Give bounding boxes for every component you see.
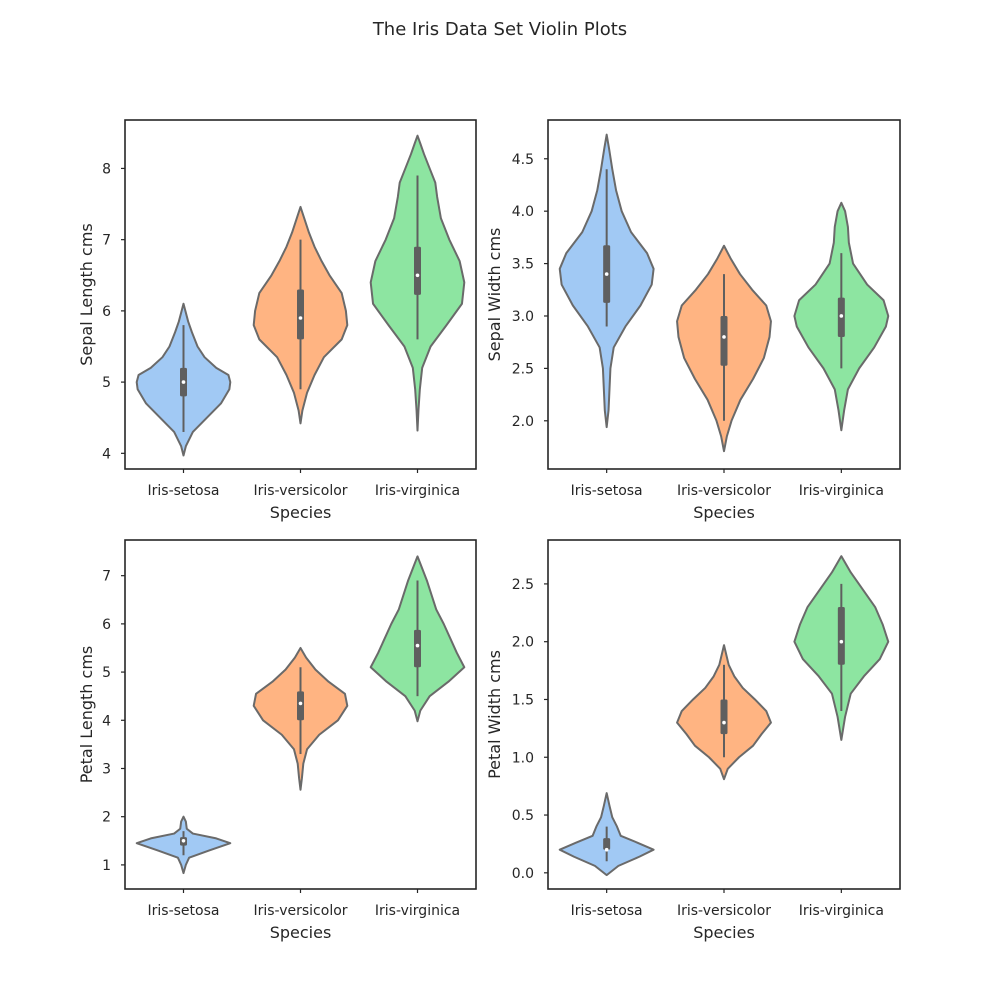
y-tick-label: 1.0 — [512, 750, 534, 766]
violin-iris-versicolor — [676, 644, 772, 781]
violin-iris-virginica — [369, 555, 466, 723]
x-tick-label: Iris-virginica — [375, 483, 460, 499]
x-tick-label: Iris-versicolor — [253, 483, 347, 499]
y-tick-label: 2.5 — [512, 361, 534, 377]
x-tick-label: Iris-setosa — [571, 903, 643, 919]
subplot-sepal-width: 2.0 2.5 3.0 3.5 4.0 4.5 Iris-setosa Iris-versi… — [485, 119, 901, 522]
violin-median-dot — [722, 335, 726, 339]
violin-median-dot — [415, 273, 420, 278]
violin-iqr-box — [837, 607, 845, 665]
y-tick-label: 0.5 — [512, 808, 534, 824]
x-tick-label: Iris-setosa — [571, 483, 643, 499]
x-axis-label: Species — [693, 503, 755, 522]
violin-iris-setosa — [135, 302, 232, 457]
violin-iris-virginica — [369, 134, 466, 432]
violin-iris-setosa — [558, 792, 655, 877]
y-tick-label: 4 — [102, 446, 111, 462]
x-tick-label: Iris-versicolor — [677, 903, 771, 919]
violin-median-dot — [298, 316, 303, 320]
violin-median-dot — [839, 314, 844, 318]
x-axis-label: Species — [270, 923, 332, 942]
y-tick-label: 8 — [102, 161, 111, 177]
x-tick-label: Iris-setosa — [148, 483, 220, 499]
violin-iris-setosa — [135, 815, 232, 875]
y-axis-label: Sepal Width cms — [485, 228, 504, 362]
figure-title: The Iris Data Set Violin Plots — [372, 19, 627, 40]
y-tick-label: 2.5 — [512, 577, 534, 593]
y-tick-label: 2.0 — [512, 414, 534, 430]
violin-iqr-box — [720, 699, 728, 735]
y-tick-label: 1.5 — [512, 692, 534, 708]
y-tick-label: 4.5 — [512, 152, 534, 168]
subplot-petal-width: 0.0 0.5 1.0 1.5 2.0 2.5 Iris-setosa Iris-versi… — [485, 539, 901, 942]
y-tick-label: 1 — [102, 858, 111, 874]
x-tick-label: Iris-virginica — [375, 903, 460, 919]
violin-median-dot — [181, 380, 186, 384]
violin-iris-versicolor — [252, 646, 349, 791]
y-tick-label: 3 — [102, 761, 111, 777]
violin-iqr-box — [414, 246, 421, 295]
violin-median-dot — [722, 720, 726, 725]
violin-median-dot — [839, 639, 844, 644]
y-tick-label: 7 — [102, 569, 111, 585]
x-tick-label: Iris-versicolor — [677, 483, 771, 499]
violin-median-dot — [181, 838, 186, 843]
y-tick-label: 2 — [102, 810, 111, 826]
violin-iqr-box — [414, 629, 421, 668]
violin-iris-versicolor — [252, 205, 349, 425]
y-tick-label: 5 — [102, 665, 111, 681]
y-tick-label: 3.0 — [512, 309, 534, 325]
violin-iris-versicolor — [676, 244, 772, 453]
violin-median-dot — [604, 272, 609, 276]
y-tick-label: 6 — [102, 617, 111, 633]
x-tick-label: Iris-virginica — [799, 903, 884, 919]
subplot-petal-length: 1 2 3 4 5 6 7 Iris-setosa Iris-versicolor Iris-v… — [77, 539, 477, 942]
x-tick-label: Iris-virginica — [799, 483, 884, 499]
violin-iqr-box — [720, 315, 728, 366]
violin-iqr-box — [603, 838, 611, 850]
y-tick-label: 3.5 — [512, 257, 534, 273]
y-tick-label: 5 — [102, 375, 111, 391]
x-tick-label: Iris-setosa — [148, 903, 220, 919]
y-axis-label: Sepal Length cms — [77, 223, 96, 365]
y-tick-label: 4.0 — [512, 204, 534, 220]
violin-iqr-box — [297, 289, 304, 340]
violin-median-dot — [415, 643, 420, 648]
subplot-sepal-length: 4 5 6 7 8 Iris-setosa Iris-versicolor Iris-vir… — [77, 119, 477, 522]
y-tick-label: 2.0 — [512, 635, 534, 651]
x-axis-label: Species — [270, 503, 332, 522]
violin-iris-virginica — [793, 555, 890, 741]
x-axis-label: Species — [693, 923, 755, 942]
violin-iqr-box — [297, 691, 304, 721]
y-tick-label: 7 — [102, 233, 111, 249]
y-axis-label: Petal Width cms — [485, 650, 504, 779]
x-tick-label: Iris-versicolor — [253, 903, 347, 919]
violin-median-dot — [604, 847, 609, 852]
y-tick-label: 6 — [102, 304, 111, 320]
violin-iris-setosa — [558, 133, 655, 429]
violin-median-dot — [298, 701, 303, 706]
y-tick-label: 4 — [102, 713, 111, 729]
violin-iris-virginica — [793, 201, 890, 432]
y-tick-label: 0.0 — [512, 866, 534, 882]
y-axis-label: Petal Length cms — [77, 646, 96, 784]
